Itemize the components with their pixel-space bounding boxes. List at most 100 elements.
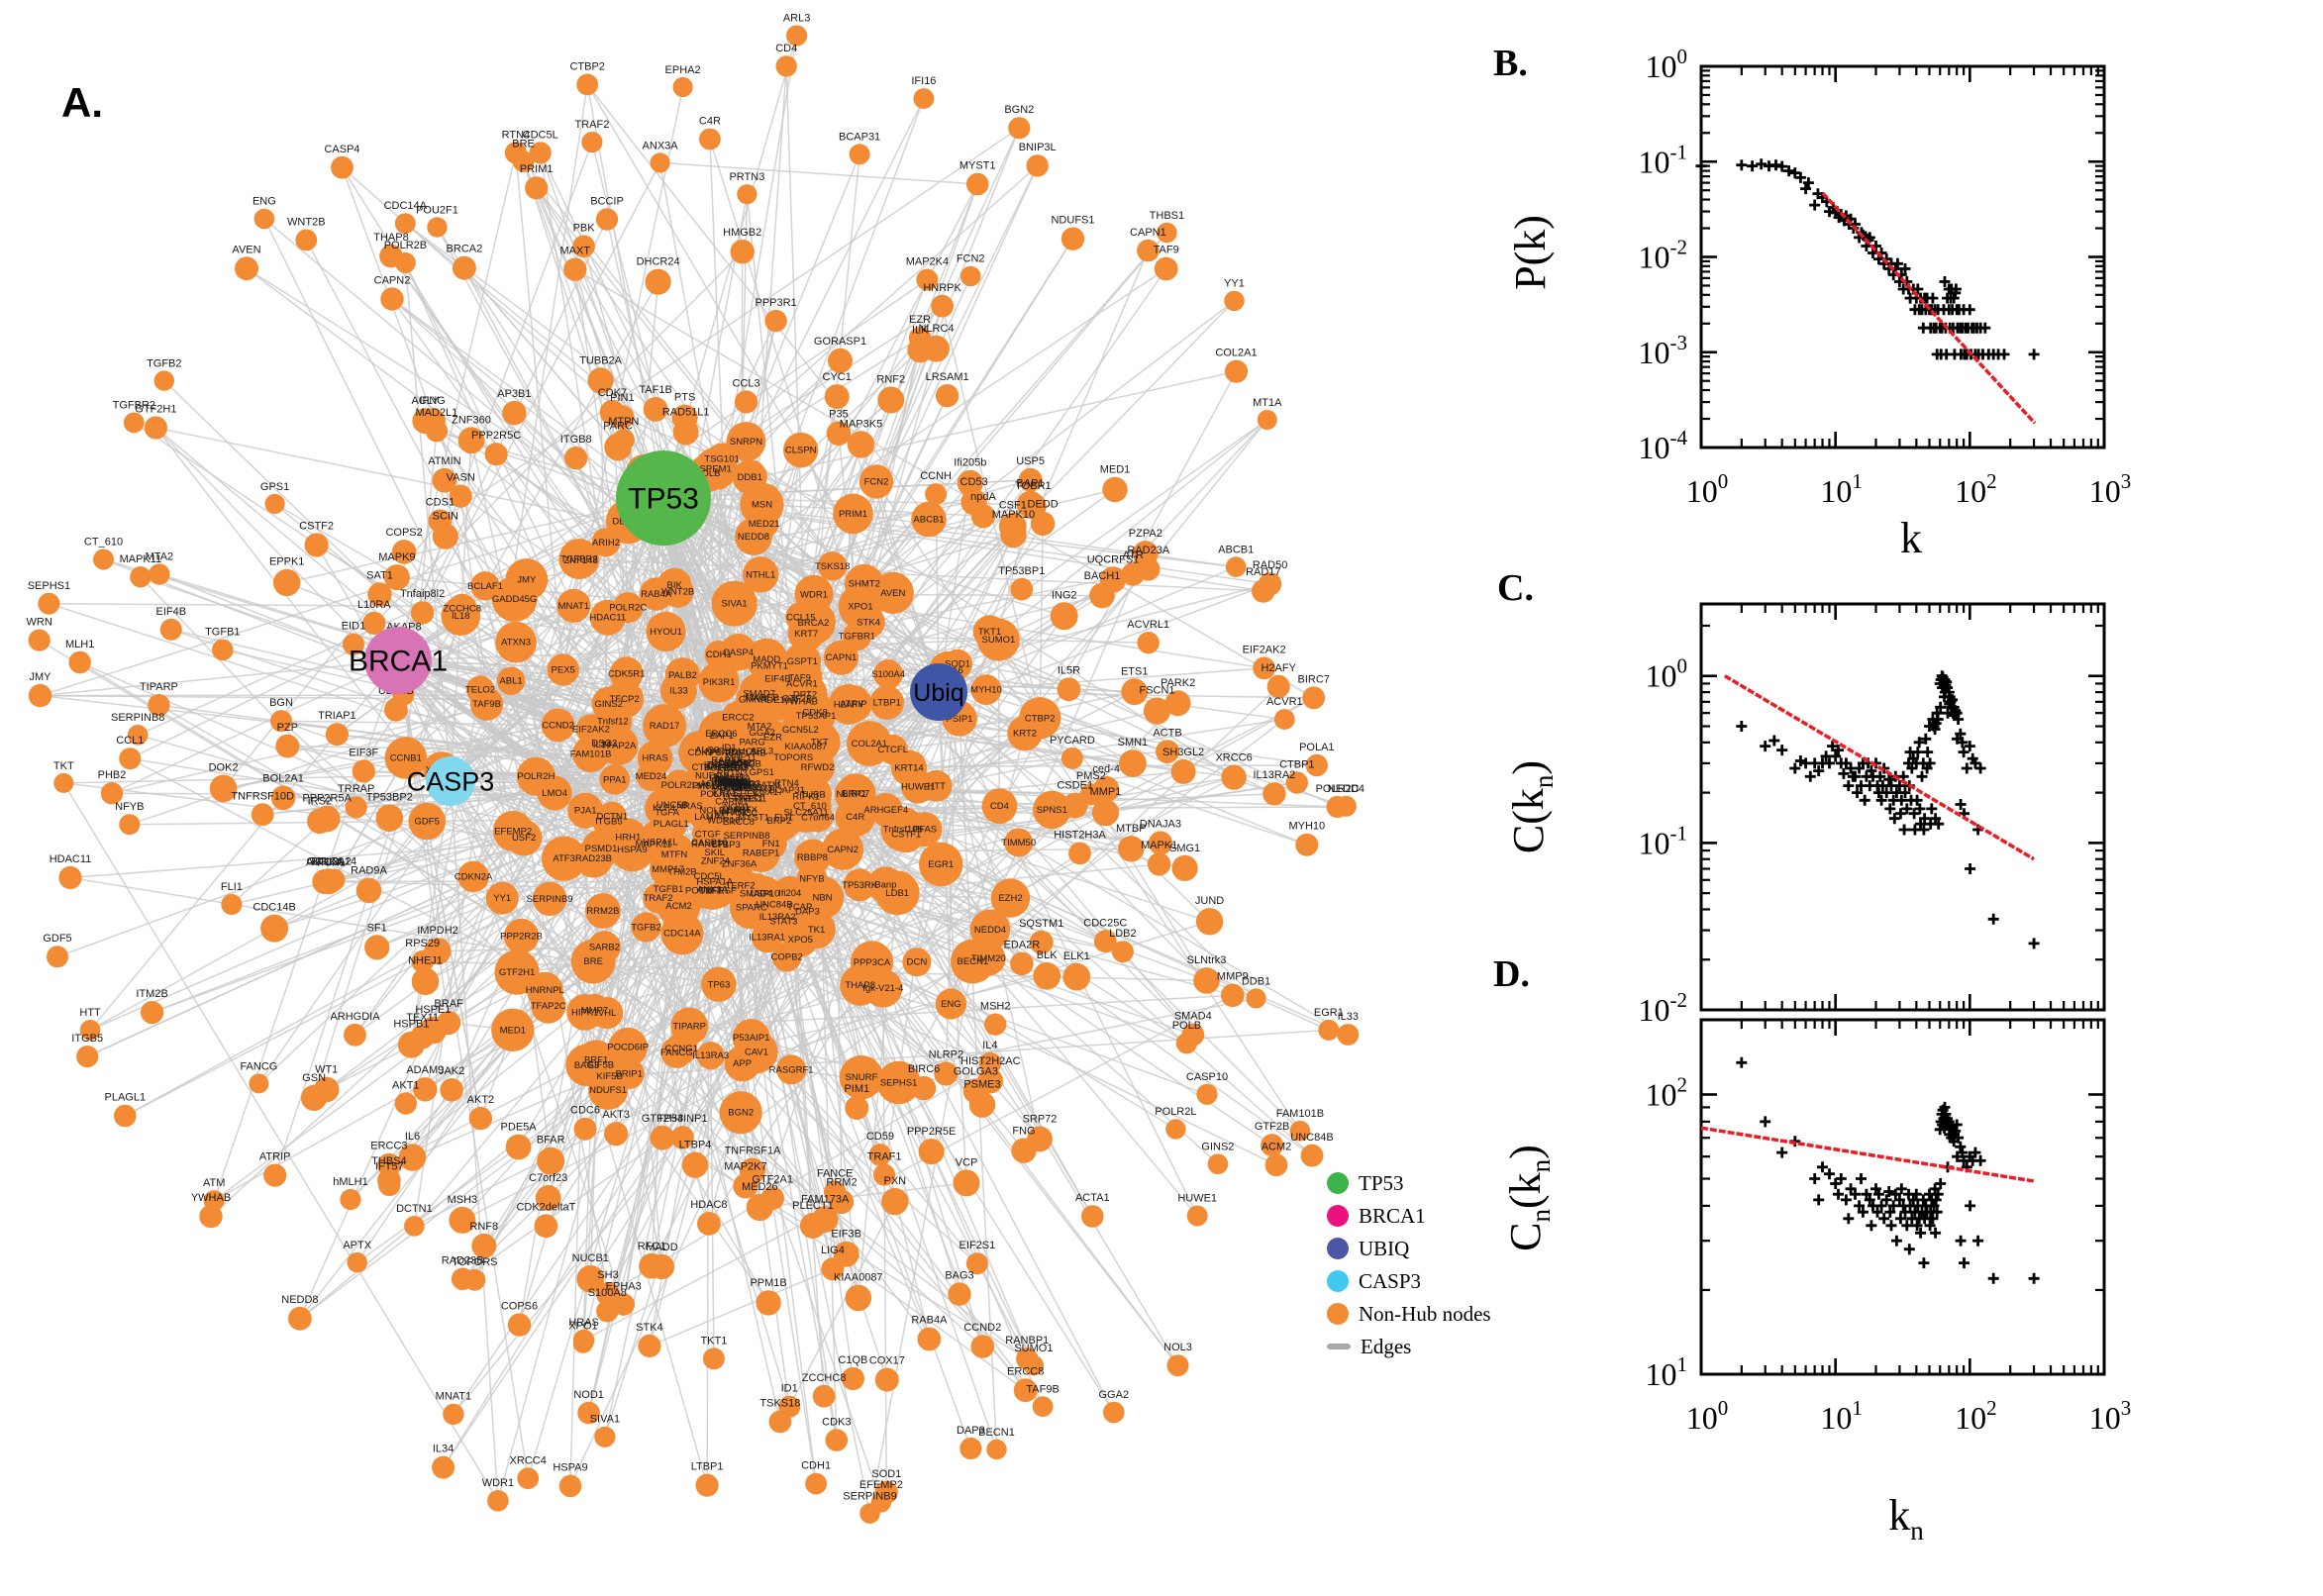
data-point <box>1959 1257 1970 1269</box>
network-node-label: EIF2AK2 <box>572 725 610 736</box>
network-node <box>591 528 621 557</box>
network-edge <box>789 892 1176 1131</box>
network-edge <box>263 218 461 617</box>
network-node-label: ATR <box>1123 549 1144 561</box>
data-point <box>1974 762 1986 774</box>
network-node <box>209 774 238 803</box>
network-node <box>345 796 367 819</box>
network-node <box>556 588 591 623</box>
data-point <box>1951 1119 1963 1131</box>
network-node-label: GORASP1 <box>814 336 866 348</box>
network-node-label: MAPK10 <box>992 509 1035 521</box>
network-node <box>249 1073 269 1094</box>
network-node <box>739 1157 766 1184</box>
network-node-label: EID1 <box>342 621 365 633</box>
network-node-label: TUBB <box>800 790 825 801</box>
network-node-label: FAM101B <box>1276 1108 1324 1120</box>
network-node-label: XRCC4 <box>510 1454 547 1466</box>
network-node-label: MED24 <box>636 771 667 782</box>
network-node <box>235 256 258 281</box>
y-tick-label: 100 <box>1646 654 1688 694</box>
network-node-label: IFNG <box>419 395 445 407</box>
network-node <box>972 615 1007 648</box>
network-node-label: CTGF <box>695 829 721 840</box>
network-node-label: EZR <box>763 732 782 743</box>
network-node <box>916 268 939 291</box>
network-node <box>331 155 354 179</box>
network-node-label: PRTN3 <box>729 171 764 183</box>
legend-item: BRCA1 <box>1327 1203 1491 1229</box>
network-node-label: TOPORS <box>773 752 813 763</box>
network-node-label: ITGB1BP3 <box>704 760 749 771</box>
data-point <box>1955 728 1967 740</box>
network-node <box>643 397 668 422</box>
network-node-label: ERCC3 <box>370 1141 407 1152</box>
network-node-label: GTF2H1 <box>499 967 535 978</box>
network-node <box>1010 577 1034 601</box>
network-node <box>468 1106 493 1131</box>
network-edge <box>158 573 487 705</box>
network-node-label: HRAS <box>568 1317 599 1329</box>
data-point <box>1864 1194 1875 1206</box>
data-point <box>1961 762 1972 774</box>
data-point <box>1964 304 1975 316</box>
network-node-label: CDH1 <box>706 649 732 660</box>
network-node-label: MT1A <box>1253 397 1282 409</box>
network-node-label: EGR1 <box>1314 1007 1344 1019</box>
network-node-label: GPS1 <box>750 767 774 778</box>
data-point <box>1875 1200 1887 1212</box>
network-node-label: MT1A <box>697 781 723 792</box>
network-node <box>1102 476 1128 503</box>
network-node <box>1093 776 1120 803</box>
network-legend: TP53 BRCA1 UBIQ CASP3 Non-Hub nodes Edges <box>1327 1170 1491 1359</box>
data-point <box>1884 1206 1896 1218</box>
network-node-label: SPARC <box>736 903 767 914</box>
network-node-label: C4R <box>846 812 864 823</box>
network-node <box>637 740 673 776</box>
network-node-label: HTT <box>79 1007 101 1019</box>
network-node-label: CDK7 <box>598 387 627 399</box>
data-point <box>1809 1173 1821 1184</box>
data-point <box>2028 349 2040 360</box>
network-node-label: IL33 <box>1338 1011 1359 1023</box>
network-node <box>694 829 726 860</box>
data-point <box>1804 770 1816 782</box>
network-node <box>589 599 626 636</box>
network-edge <box>286 497 664 584</box>
network-node <box>1171 854 1198 882</box>
network-node-label: TSKS18 <box>815 561 850 572</box>
network-node <box>1018 467 1043 492</box>
network-node-label: PIM1 <box>844 1083 869 1095</box>
network-node-label: TP53BP1 <box>998 565 1045 577</box>
network-node-label: ZNF24 <box>701 856 730 867</box>
network-node-label: STK4 <box>857 618 880 629</box>
network-node <box>505 1134 532 1160</box>
network-node <box>492 810 534 851</box>
network-node-label: TNFRSF <box>699 886 737 897</box>
hub-label-casp3: CASP3 <box>407 766 495 796</box>
network-node-label: SEPHS1 <box>28 580 70 592</box>
data-point <box>1965 1200 1976 1212</box>
data-point <box>1827 741 1839 752</box>
network-node <box>410 601 435 625</box>
network-node-label: CASP4 <box>723 648 754 658</box>
network-node-label: PRTN3 <box>717 768 748 779</box>
network-node-label: MTA2 <box>748 722 772 733</box>
network-node-label: RFWD2 <box>801 762 835 773</box>
network-node-label: MSN <box>752 500 772 511</box>
network-node-label: HSPA9 <box>553 1462 587 1474</box>
network-node-label: GPS1 <box>260 481 289 493</box>
data-point <box>1932 1188 1944 1200</box>
network-node <box>756 1290 781 1316</box>
network-node-label: ZCCHC8 <box>444 604 482 615</box>
data-point <box>1927 1213 1939 1225</box>
network-node <box>144 416 167 440</box>
network-edge <box>583 994 1234 1342</box>
network-node <box>697 1212 721 1236</box>
network-node-label: UNC84B <box>1290 1132 1333 1144</box>
network-node <box>734 390 758 414</box>
network-node-label: CDC25C <box>1083 917 1127 929</box>
network-node <box>1258 572 1282 596</box>
network-node <box>1121 678 1149 706</box>
